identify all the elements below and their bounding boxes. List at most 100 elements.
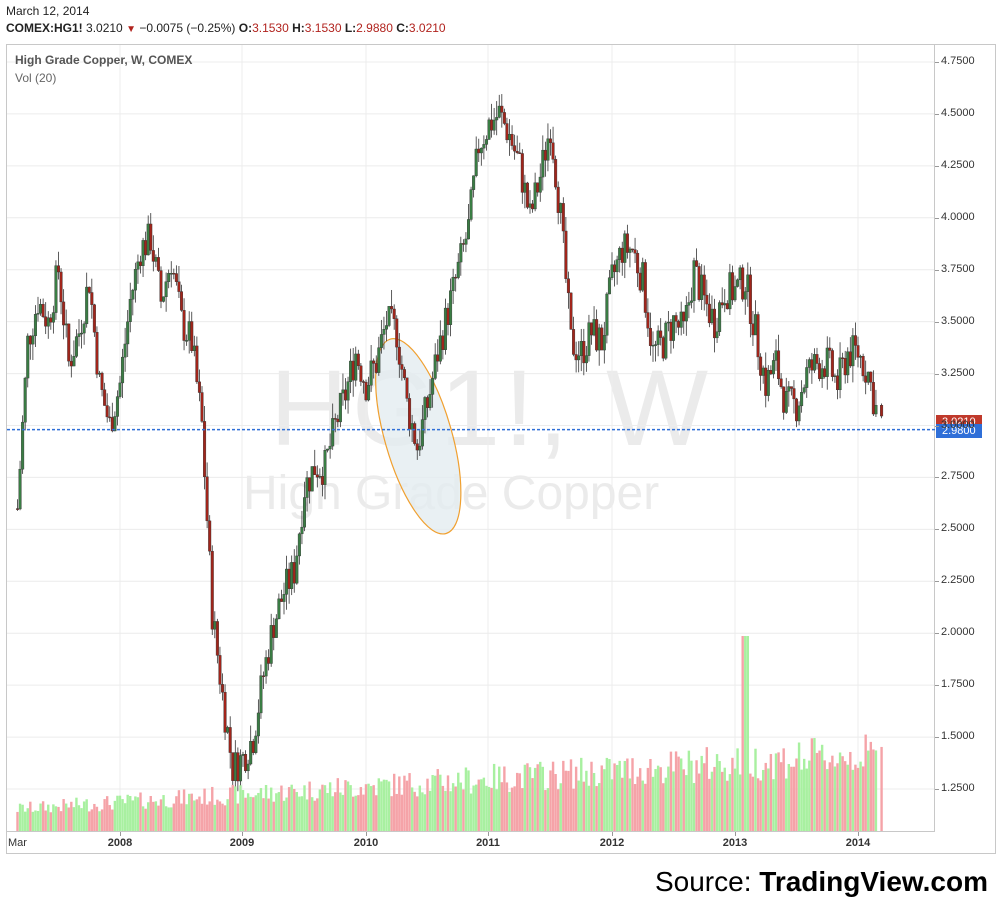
- candle-up: [456, 261, 460, 278]
- time-axis[interactable]: [6, 832, 996, 854]
- candle-down: [320, 476, 324, 485]
- volume-bar-up: [472, 785, 475, 831]
- volume-bar-down: [490, 787, 493, 831]
- volume-bar-down: [390, 796, 393, 831]
- candle-down: [695, 260, 699, 267]
- candle-up: [495, 117, 499, 121]
- y-tick-mark: [935, 373, 939, 375]
- volume-bar-down: [308, 781, 311, 831]
- volume-bar-up: [508, 791, 511, 831]
- candle-up: [382, 329, 386, 335]
- y-tick-mark: [935, 321, 939, 323]
- candle-down: [631, 248, 635, 251]
- candle-down: [138, 261, 142, 266]
- candle-up: [464, 238, 468, 245]
- volume-bar-down: [57, 806, 60, 831]
- source-brand[interactable]: TradingView.com: [759, 866, 988, 897]
- volume-bar-down: [144, 808, 147, 831]
- candle-down: [638, 272, 642, 291]
- candle-down: [218, 655, 222, 685]
- candle-up: [774, 350, 778, 361]
- volume-bar-down: [228, 787, 232, 831]
- candle-down: [625, 233, 629, 253]
- candle-up: [715, 331, 719, 339]
- legend-volume[interactable]: Vol (20): [15, 71, 57, 85]
- candle-up: [651, 344, 655, 347]
- candle-up: [602, 335, 606, 351]
- volume-bar-down: [751, 776, 755, 831]
- volume-bar-up: [118, 795, 122, 831]
- candle-down: [823, 368, 827, 377]
- volume-bar-up: [559, 783, 562, 831]
- volume-bar-down: [372, 785, 375, 831]
- y-tick-mark: [935, 789, 939, 790]
- volume-bar-up: [300, 796, 304, 831]
- volume-bar-up: [77, 805, 81, 831]
- volume-bar-down: [108, 805, 111, 831]
- volume-bar-down: [764, 762, 767, 831]
- volume-bar-up: [136, 797, 140, 831]
- volume-bar-up: [47, 804, 50, 831]
- candle-up: [766, 369, 770, 396]
- candle-down: [713, 308, 717, 339]
- candle-up: [85, 286, 89, 325]
- volume-bar-down: [198, 796, 201, 831]
- volume-bar-up: [162, 795, 165, 831]
- volume-bar-up: [664, 777, 668, 831]
- volume-bar-down: [638, 768, 642, 831]
- volume-bar-down: [203, 788, 206, 831]
- volume-bar-down: [574, 766, 578, 831]
- volume-bar-up: [800, 769, 803, 831]
- volume-bar-down: [713, 766, 716, 831]
- candle-up: [305, 477, 309, 498]
- volume-bar-down: [16, 811, 19, 831]
- candle-up: [487, 119, 491, 140]
- candle-up: [866, 371, 870, 383]
- chart-plot-area[interactable]: [6, 44, 935, 832]
- volume-bar-up: [249, 796, 252, 831]
- candle-down: [205, 476, 209, 522]
- volume-bar-down: [357, 795, 360, 831]
- candle-down: [90, 292, 94, 305]
- volume-bar-down: [636, 776, 639, 831]
- candle-up: [269, 625, 273, 664]
- candle-up: [597, 327, 601, 351]
- candle-up: [192, 345, 196, 351]
- volume-bar-up: [241, 790, 245, 831]
- volume-bar-up: [672, 771, 675, 831]
- candle-up: [310, 466, 314, 492]
- candle-up: [451, 276, 455, 291]
- volume-bar-down: [208, 801, 211, 831]
- volume-bar-down: [149, 796, 152, 831]
- candle-up: [805, 367, 809, 388]
- price-axis[interactable]: [935, 44, 996, 832]
- volume-bar-down: [398, 776, 401, 831]
- candle-down: [661, 337, 665, 359]
- volume-bar-down: [462, 789, 465, 831]
- legend-title[interactable]: High Grade Copper, W, COMEX: [15, 53, 193, 67]
- candle-down: [44, 316, 48, 327]
- candle-up: [18, 468, 22, 510]
- volume-bar-down: [334, 792, 337, 831]
- candle-up: [141, 240, 145, 266]
- candle-down: [792, 388, 796, 400]
- volume-bar-up: [39, 803, 42, 831]
- candle-down: [28, 335, 32, 345]
- high-label: H:: [292, 21, 305, 35]
- y-tick-mark: [935, 477, 939, 479]
- volume-bar-up: [234, 786, 237, 831]
- candle-down: [100, 372, 104, 390]
- candle-up: [328, 445, 332, 450]
- candle-up: [587, 322, 591, 356]
- candle-up: [628, 248, 632, 253]
- volume-bar-up: [134, 796, 137, 831]
- candle-down: [441, 335, 445, 350]
- candle-down: [659, 330, 663, 338]
- volume-bar-down: [218, 801, 222, 831]
- candle-up: [618, 247, 622, 260]
- header-symbol[interactable]: COMEX:HG1!: [6, 21, 83, 35]
- volume-bar-down: [551, 761, 555, 831]
- volume-bar-up: [610, 779, 614, 831]
- candle-up: [36, 312, 40, 315]
- volume-bar-down: [59, 811, 63, 831]
